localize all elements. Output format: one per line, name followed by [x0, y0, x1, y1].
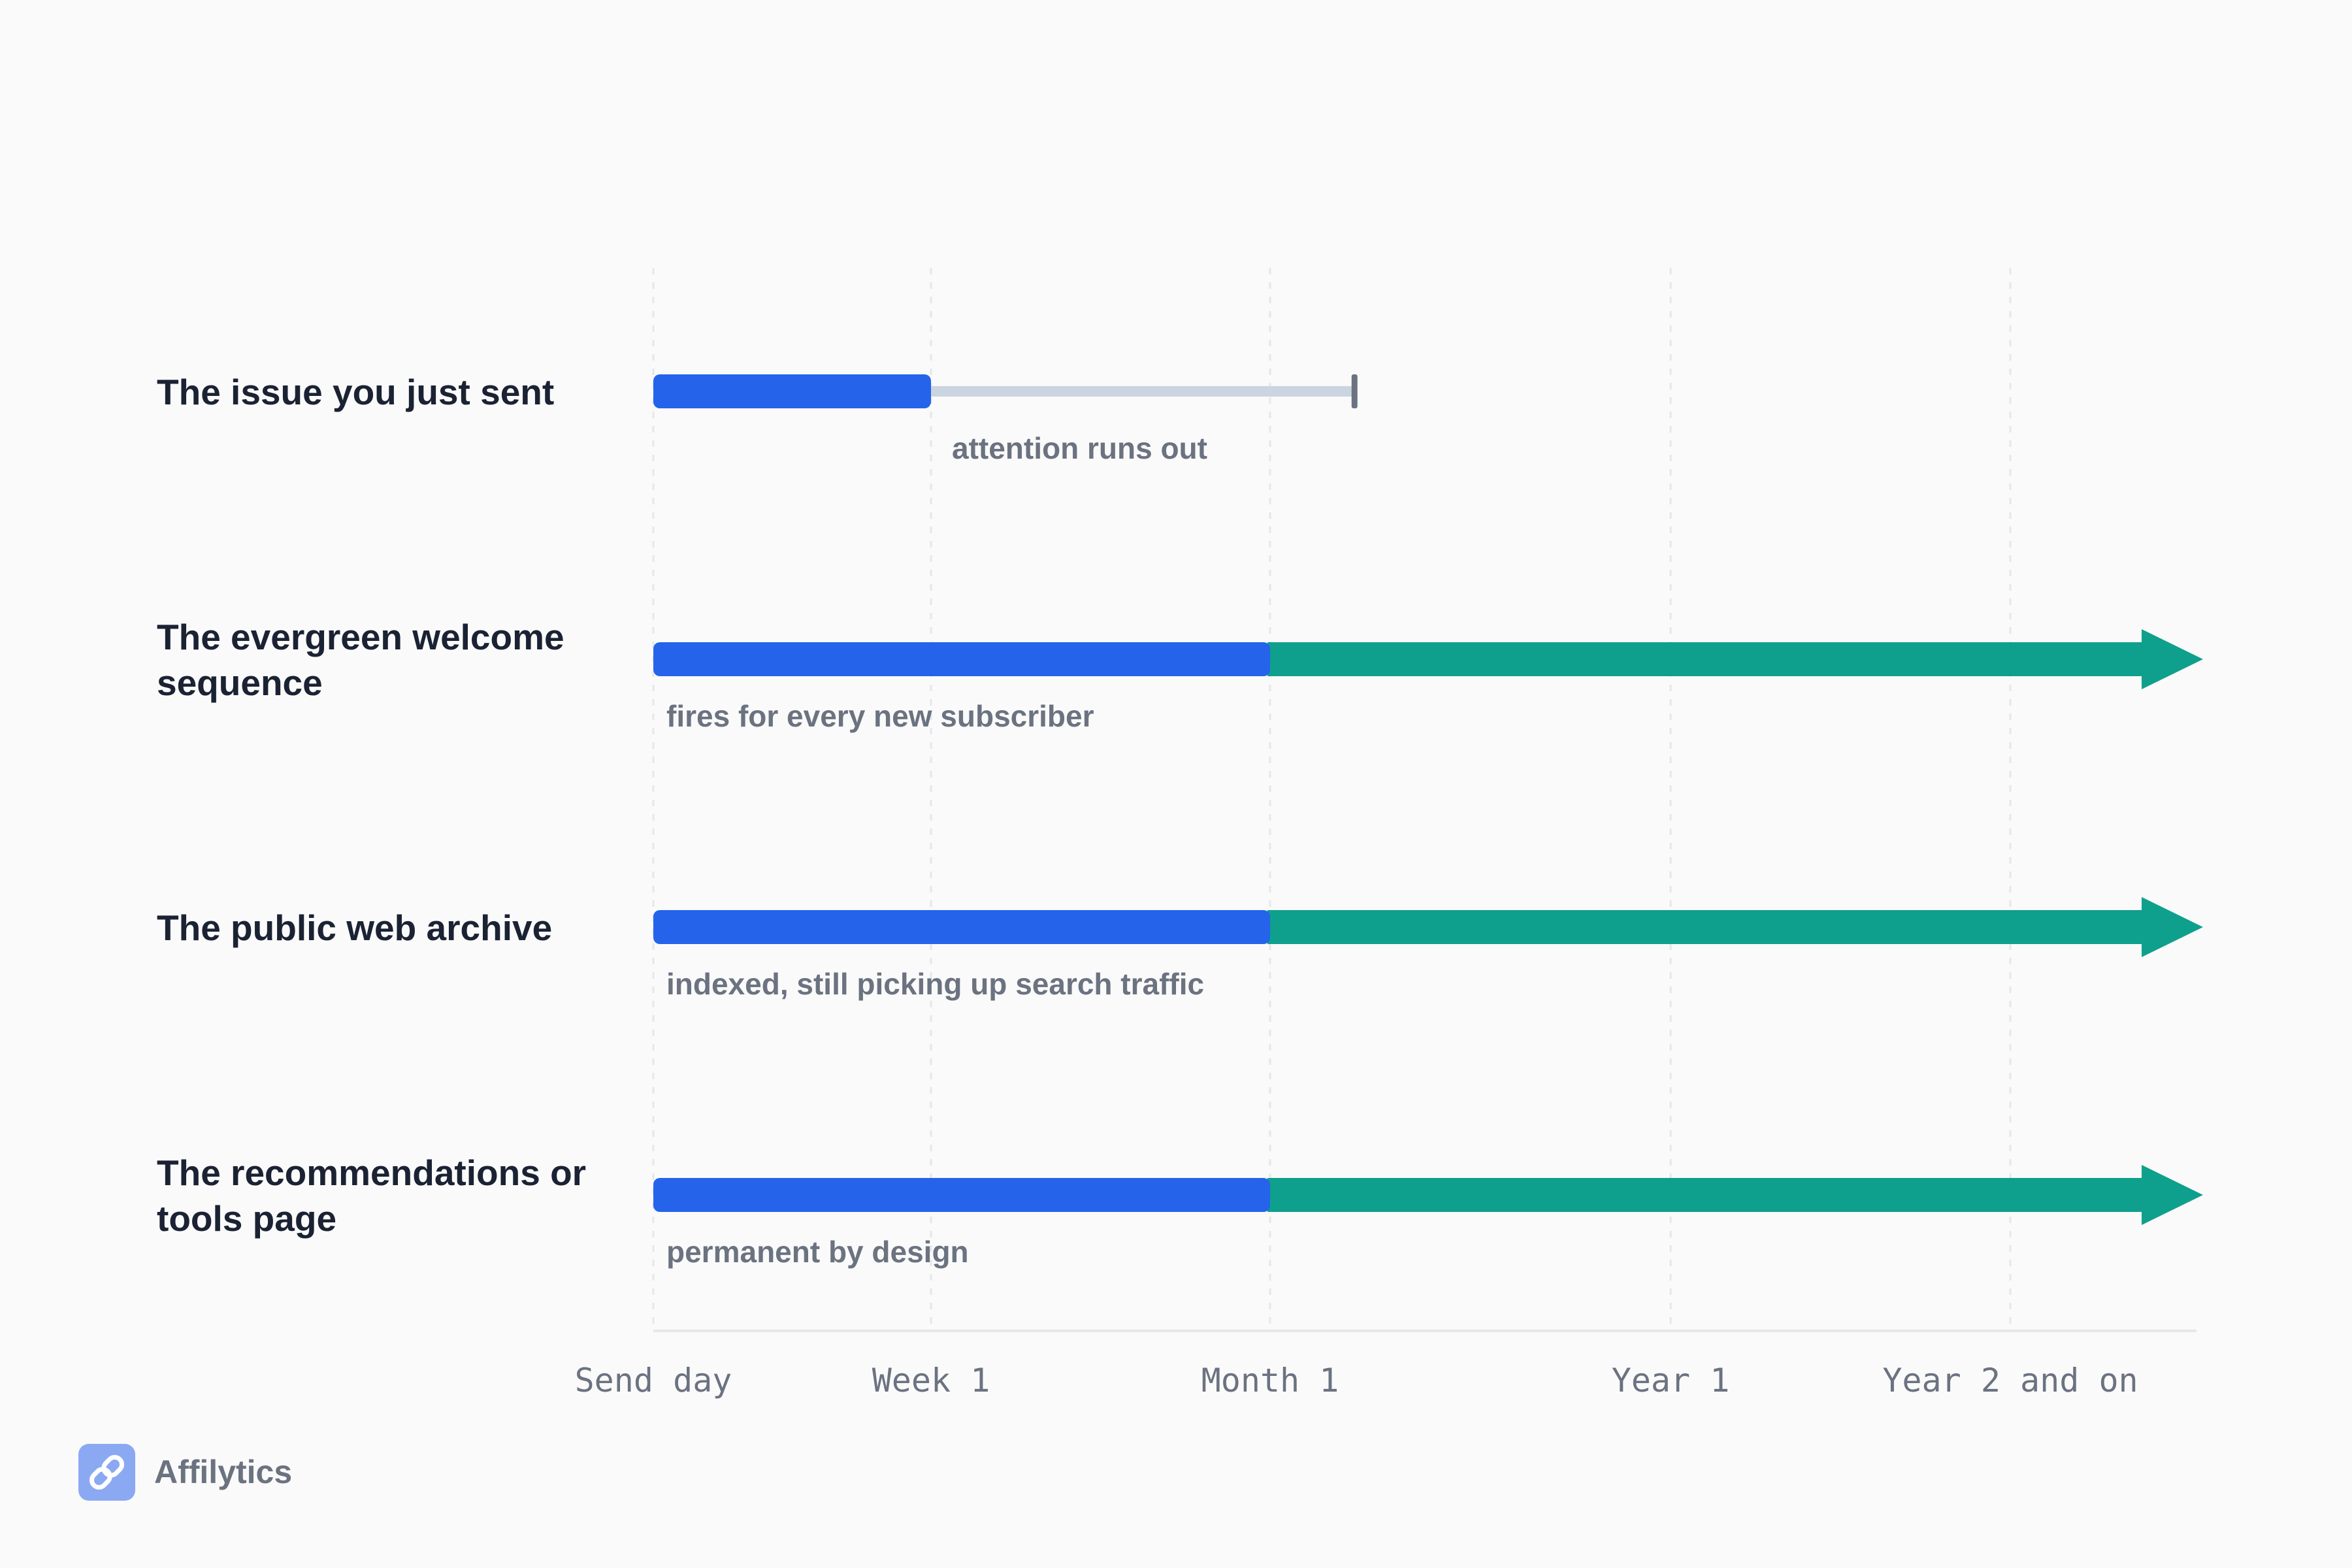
timeline-bars	[653, 374, 2203, 1225]
initial-bar	[653, 910, 1270, 944]
brand-name: Affilytics	[154, 1454, 292, 1490]
ongoing-arrow	[1267, 629, 2203, 689]
row-label: The evergreen welcome sequence	[157, 617, 564, 703]
ongoing-arrow	[1267, 897, 2203, 957]
row-annotation: attention runs out	[952, 431, 1207, 465]
row-annotations: attention runs out fires for every new su…	[666, 431, 1207, 1269]
initial-bar	[653, 1178, 1270, 1212]
row-label: The issue you just sent	[157, 372, 554, 412]
initial-bar	[653, 374, 931, 408]
row-annotation: permanent by design	[666, 1235, 969, 1269]
row-annotation: fires for every new subscriber	[666, 699, 1094, 733]
initial-bar	[653, 642, 1270, 676]
row-annotation: indexed, still picking up search traffic	[666, 967, 1204, 1001]
row-label: The public web archive	[157, 907, 552, 948]
grid-lines	[652, 268, 2012, 1331]
x-tick-label: Send day	[575, 1362, 732, 1399]
x-tick-label: Year 2 and on	[1882, 1362, 2138, 1399]
link-icon	[78, 1444, 135, 1501]
x-tick-label: Month 1	[1201, 1362, 1339, 1399]
ongoing-arrow	[1267, 1165, 2203, 1225]
row-label: The recommendations or tools page	[157, 1152, 586, 1239]
x-tick-label: Week 1	[872, 1362, 990, 1399]
row-labels: The issue you just sent The evergreen wel…	[157, 372, 586, 1239]
brand-logo: Affilytics	[78, 1444, 292, 1501]
x-tick-label: Year 1	[1612, 1362, 1730, 1399]
faded-bar	[928, 386, 1354, 397]
end-cap	[1351, 374, 1358, 408]
x-axis: Send day Week 1 Month 1 Year 1 Year 2 and on	[575, 1330, 2197, 1399]
